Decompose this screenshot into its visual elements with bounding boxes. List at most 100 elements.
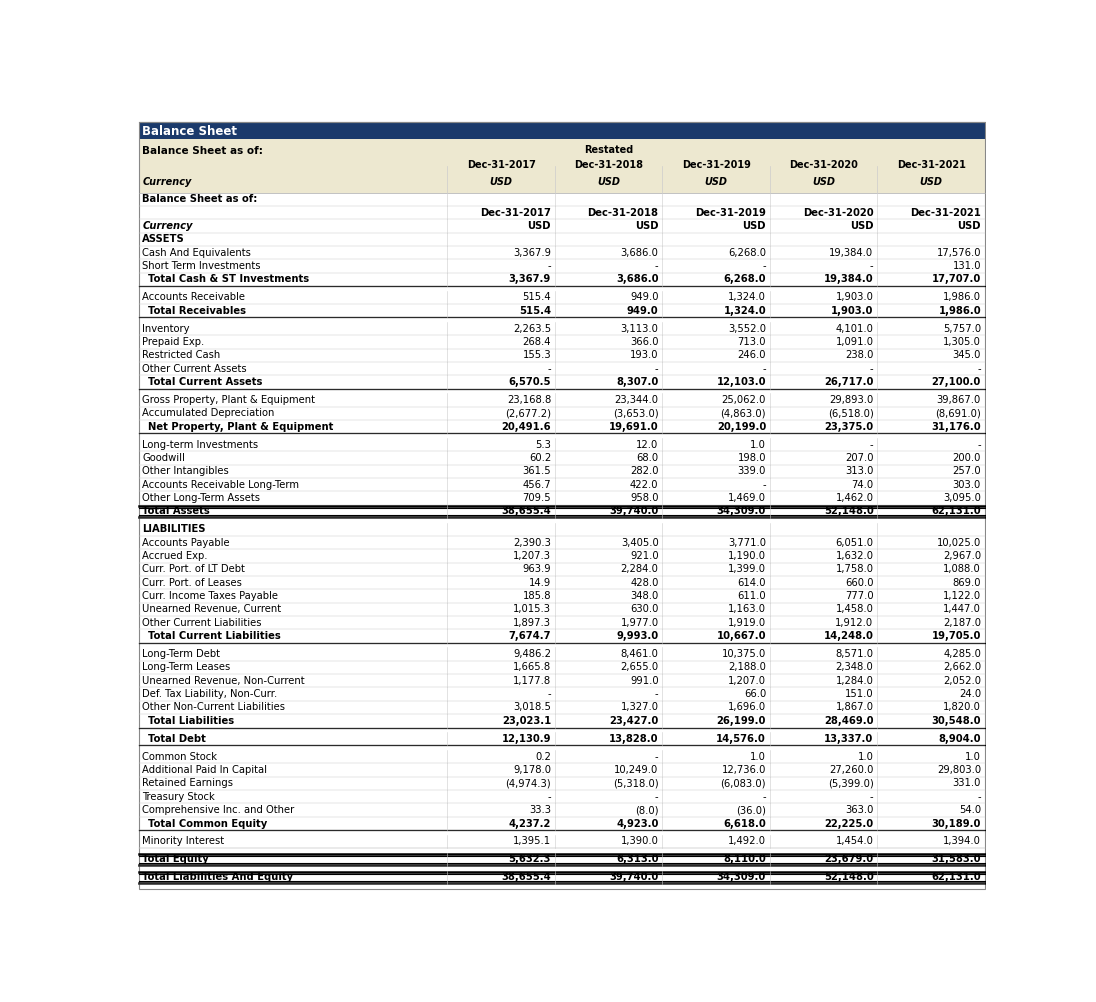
Text: Common Stock: Common Stock	[142, 752, 217, 762]
Text: 611.0: 611.0	[738, 591, 766, 601]
Text: 238.0: 238.0	[845, 351, 874, 361]
Bar	[138, 764, 985, 777]
Text: 1,163.0: 1,163.0	[728, 604, 766, 614]
Bar	[138, 304, 985, 318]
Text: 1,665.8: 1,665.8	[513, 662, 551, 672]
Bar	[138, 629, 985, 643]
Text: 363.0: 363.0	[845, 806, 874, 816]
Text: 13,337.0: 13,337.0	[824, 733, 874, 743]
Text: 4,237.2: 4,237.2	[509, 819, 551, 829]
Bar	[138, 505, 985, 518]
Text: 1,122.0: 1,122.0	[943, 591, 981, 601]
Text: 456.7: 456.7	[523, 480, 551, 490]
Bar	[138, 563, 985, 576]
Text: Total Equity: Total Equity	[142, 855, 209, 865]
Text: 1,177.8: 1,177.8	[513, 675, 551, 685]
Text: 2,662.0: 2,662.0	[943, 662, 981, 672]
Text: Net Property, Plant & Equipment: Net Property, Plant & Equipment	[148, 422, 333, 432]
Text: -: -	[763, 792, 766, 802]
Text: 10,249.0: 10,249.0	[614, 766, 659, 776]
Text: 34,309.0: 34,309.0	[717, 506, 766, 516]
Text: 193.0: 193.0	[630, 351, 659, 361]
Text: USD: USD	[527, 221, 551, 231]
Text: Dec-31-2018: Dec-31-2018	[587, 207, 659, 217]
Bar	[138, 376, 985, 389]
Text: 1,284.0: 1,284.0	[835, 675, 874, 685]
Text: 1,462.0: 1,462.0	[835, 493, 874, 503]
Text: 12,736.0: 12,736.0	[721, 766, 766, 776]
Text: Dec-31-2019: Dec-31-2019	[682, 160, 751, 170]
Text: 630.0: 630.0	[630, 604, 659, 614]
Bar	[138, 286, 985, 291]
Text: 1,696.0: 1,696.0	[728, 702, 766, 712]
Text: 1,919.0: 1,919.0	[728, 618, 766, 628]
Text: 515.4: 515.4	[523, 293, 551, 303]
Text: 1.0: 1.0	[750, 752, 766, 762]
Bar	[138, 246, 985, 260]
Text: 60.2: 60.2	[528, 453, 551, 463]
Text: 23,427.0: 23,427.0	[609, 715, 659, 725]
Text: 1,897.3: 1,897.3	[513, 618, 551, 628]
Text: 27,100.0: 27,100.0	[932, 377, 981, 387]
Text: Prepaid Exp.: Prepaid Exp.	[142, 337, 205, 347]
Bar	[138, 884, 985, 889]
Bar	[138, 478, 985, 491]
Text: 4,923.0: 4,923.0	[616, 819, 659, 829]
Text: -: -	[547, 792, 551, 802]
Text: Cash And Equivalents: Cash And Equivalents	[142, 247, 251, 258]
Text: 1,758.0: 1,758.0	[835, 564, 874, 574]
Text: 3,095.0: 3,095.0	[943, 493, 981, 503]
Bar	[138, 804, 985, 817]
Bar	[138, 549, 985, 563]
Text: 131.0: 131.0	[952, 262, 981, 271]
Text: 34,309.0: 34,309.0	[717, 873, 766, 883]
Text: 2,284.0: 2,284.0	[620, 564, 659, 574]
Text: Short Term Investments: Short Term Investments	[142, 262, 261, 271]
Text: USD: USD	[490, 177, 513, 187]
Text: 246.0: 246.0	[738, 351, 766, 361]
Text: 19,705.0: 19,705.0	[932, 631, 981, 641]
Text: Comprehensive Inc. and Other: Comprehensive Inc. and Other	[142, 806, 295, 816]
Text: 3,405.0: 3,405.0	[620, 538, 659, 548]
Bar	[138, 745, 985, 750]
Text: 4,285.0: 4,285.0	[943, 649, 981, 659]
Text: 17,576.0: 17,576.0	[936, 247, 981, 258]
Bar	[138, 465, 985, 478]
Bar	[138, 866, 985, 871]
Text: Restricted Cash: Restricted Cash	[142, 351, 220, 361]
Text: 709.5: 709.5	[523, 493, 551, 503]
Text: 869.0: 869.0	[952, 578, 981, 588]
Text: 9,486.2: 9,486.2	[513, 649, 551, 659]
Bar	[138, 576, 985, 589]
Text: (3,653.0): (3,653.0)	[613, 409, 659, 419]
Text: 963.9: 963.9	[523, 564, 551, 574]
Text: 8,110.0: 8,110.0	[723, 855, 766, 865]
Text: 62,131.0: 62,131.0	[932, 873, 981, 883]
Text: Dec-31-2019: Dec-31-2019	[695, 207, 766, 217]
Text: 6,570.5: 6,570.5	[509, 377, 551, 387]
Text: 921.0: 921.0	[630, 551, 659, 561]
Text: 19,691.0: 19,691.0	[609, 422, 659, 432]
Text: 1,091.0: 1,091.0	[835, 337, 874, 347]
Text: -: -	[655, 364, 659, 374]
Bar	[138, 273, 985, 286]
Text: 3,686.0: 3,686.0	[620, 247, 659, 258]
Text: 151.0: 151.0	[845, 689, 874, 699]
Text: 5,632.3: 5,632.3	[509, 855, 551, 865]
Text: -: -	[547, 689, 551, 699]
Text: 257.0: 257.0	[952, 466, 981, 476]
Text: USD: USD	[705, 177, 728, 187]
Text: 614.0: 614.0	[738, 578, 766, 588]
Text: 1,820.0: 1,820.0	[943, 702, 981, 712]
Text: Unearned Revenue, Non-Current: Unearned Revenue, Non-Current	[142, 675, 305, 685]
Text: 1,458.0: 1,458.0	[835, 604, 874, 614]
Text: 2,348.0: 2,348.0	[836, 662, 874, 672]
Text: 66.0: 66.0	[744, 689, 766, 699]
Text: 5.3: 5.3	[535, 440, 551, 450]
Text: 1,395.1: 1,395.1	[513, 837, 551, 847]
Text: 30,548.0: 30,548.0	[932, 715, 981, 725]
Text: Goodwill: Goodwill	[142, 453, 185, 463]
Text: Curr. Income Taxes Payable: Curr. Income Taxes Payable	[142, 591, 278, 601]
Text: 366.0: 366.0	[630, 337, 659, 347]
Text: 3,018.5: 3,018.5	[513, 702, 551, 712]
